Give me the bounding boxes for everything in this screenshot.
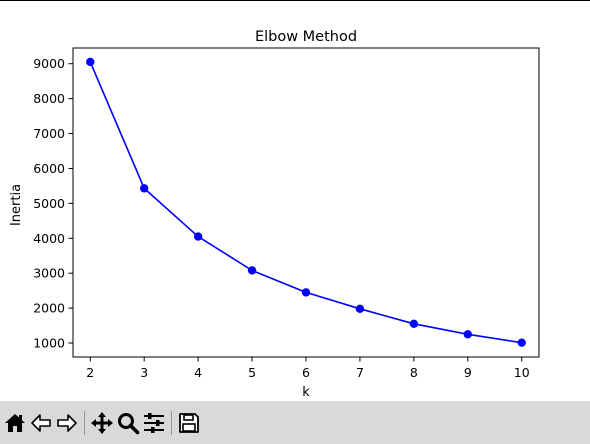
- y-tick-label: 8000: [33, 91, 65, 106]
- save-icon: [179, 412, 199, 433]
- x-tick-label: 2: [86, 365, 94, 380]
- data-point: [517, 338, 526, 347]
- move-icon: [91, 411, 113, 434]
- data-point: [193, 232, 203, 241]
- chart-title: Elbow Method: [255, 29, 357, 45]
- y-axis-label: Inertia: [9, 184, 24, 226]
- y-tick-label: 5000: [33, 196, 65, 211]
- forward-arrow-icon: [57, 413, 77, 432]
- elbow-chart: Elbow Method 2 3 4 5 6 7 8 9 10 1000 2000 3000 4000…: [9, 29, 540, 400]
- x-tick-label: 8: [410, 365, 418, 380]
- data-point: [355, 304, 365, 314]
- y-axis: 1000 2000 3000 4000 5000 6000 7000 8000 9000: [33, 56, 73, 351]
- y-tick-label: 3000: [33, 266, 65, 281]
- data-point: [463, 330, 473, 339]
- toolbar-separator: [171, 410, 172, 435]
- data-point: [139, 184, 149, 193]
- x-tick-label: 10: [514, 365, 530, 380]
- y-tick-label: 9000: [33, 56, 65, 71]
- toolbar-separator: [84, 410, 85, 435]
- x-tick-label: 3: [140, 365, 148, 380]
- series-layer: [86, 57, 526, 347]
- x-axis: 2 3 4 5 6 7 8 9 10: [86, 357, 530, 380]
- forward-button[interactable]: [54, 408, 80, 438]
- x-tick-label: 7: [356, 365, 364, 380]
- data-point: [409, 319, 419, 329]
- data-point: [247, 266, 257, 275]
- pan-button[interactable]: [89, 408, 115, 438]
- navigation-toolbar: [0, 401, 590, 444]
- sliders-icon: [144, 412, 164, 433]
- home-icon: [5, 413, 25, 432]
- x-axis-label: k: [302, 385, 310, 400]
- y-tick-label: 6000: [33, 161, 65, 176]
- x-tick-label: 9: [464, 365, 472, 380]
- y-tick-label: 7000: [33, 126, 65, 141]
- save-button[interactable]: [176, 408, 202, 438]
- home-button[interactable]: [2, 408, 28, 438]
- zoom-icon: [118, 412, 140, 434]
- plot-area: [72, 47, 540, 358]
- zoom-button[interactable]: [115, 408, 141, 438]
- back-button[interactable]: [28, 408, 54, 438]
- x-tick-label: 6: [302, 365, 310, 380]
- x-tick-label: 5: [248, 365, 256, 380]
- data-point: [301, 288, 311, 297]
- window-top-border: [0, 0, 590, 1]
- y-tick-label: 1000: [33, 336, 65, 351]
- y-tick-label: 2000: [33, 301, 65, 316]
- back-arrow-icon: [31, 413, 51, 432]
- y-tick-label: 4000: [33, 231, 65, 246]
- configure-subplots-button[interactable]: [141, 408, 167, 438]
- data-point: [86, 57, 95, 67]
- figure-canvas[interactable]: Elbow Method 2 3 4 5 6 7 8 9 10 1000 2000 3000 4000…: [0, 1, 590, 401]
- x-tick-label: 4: [194, 365, 202, 380]
